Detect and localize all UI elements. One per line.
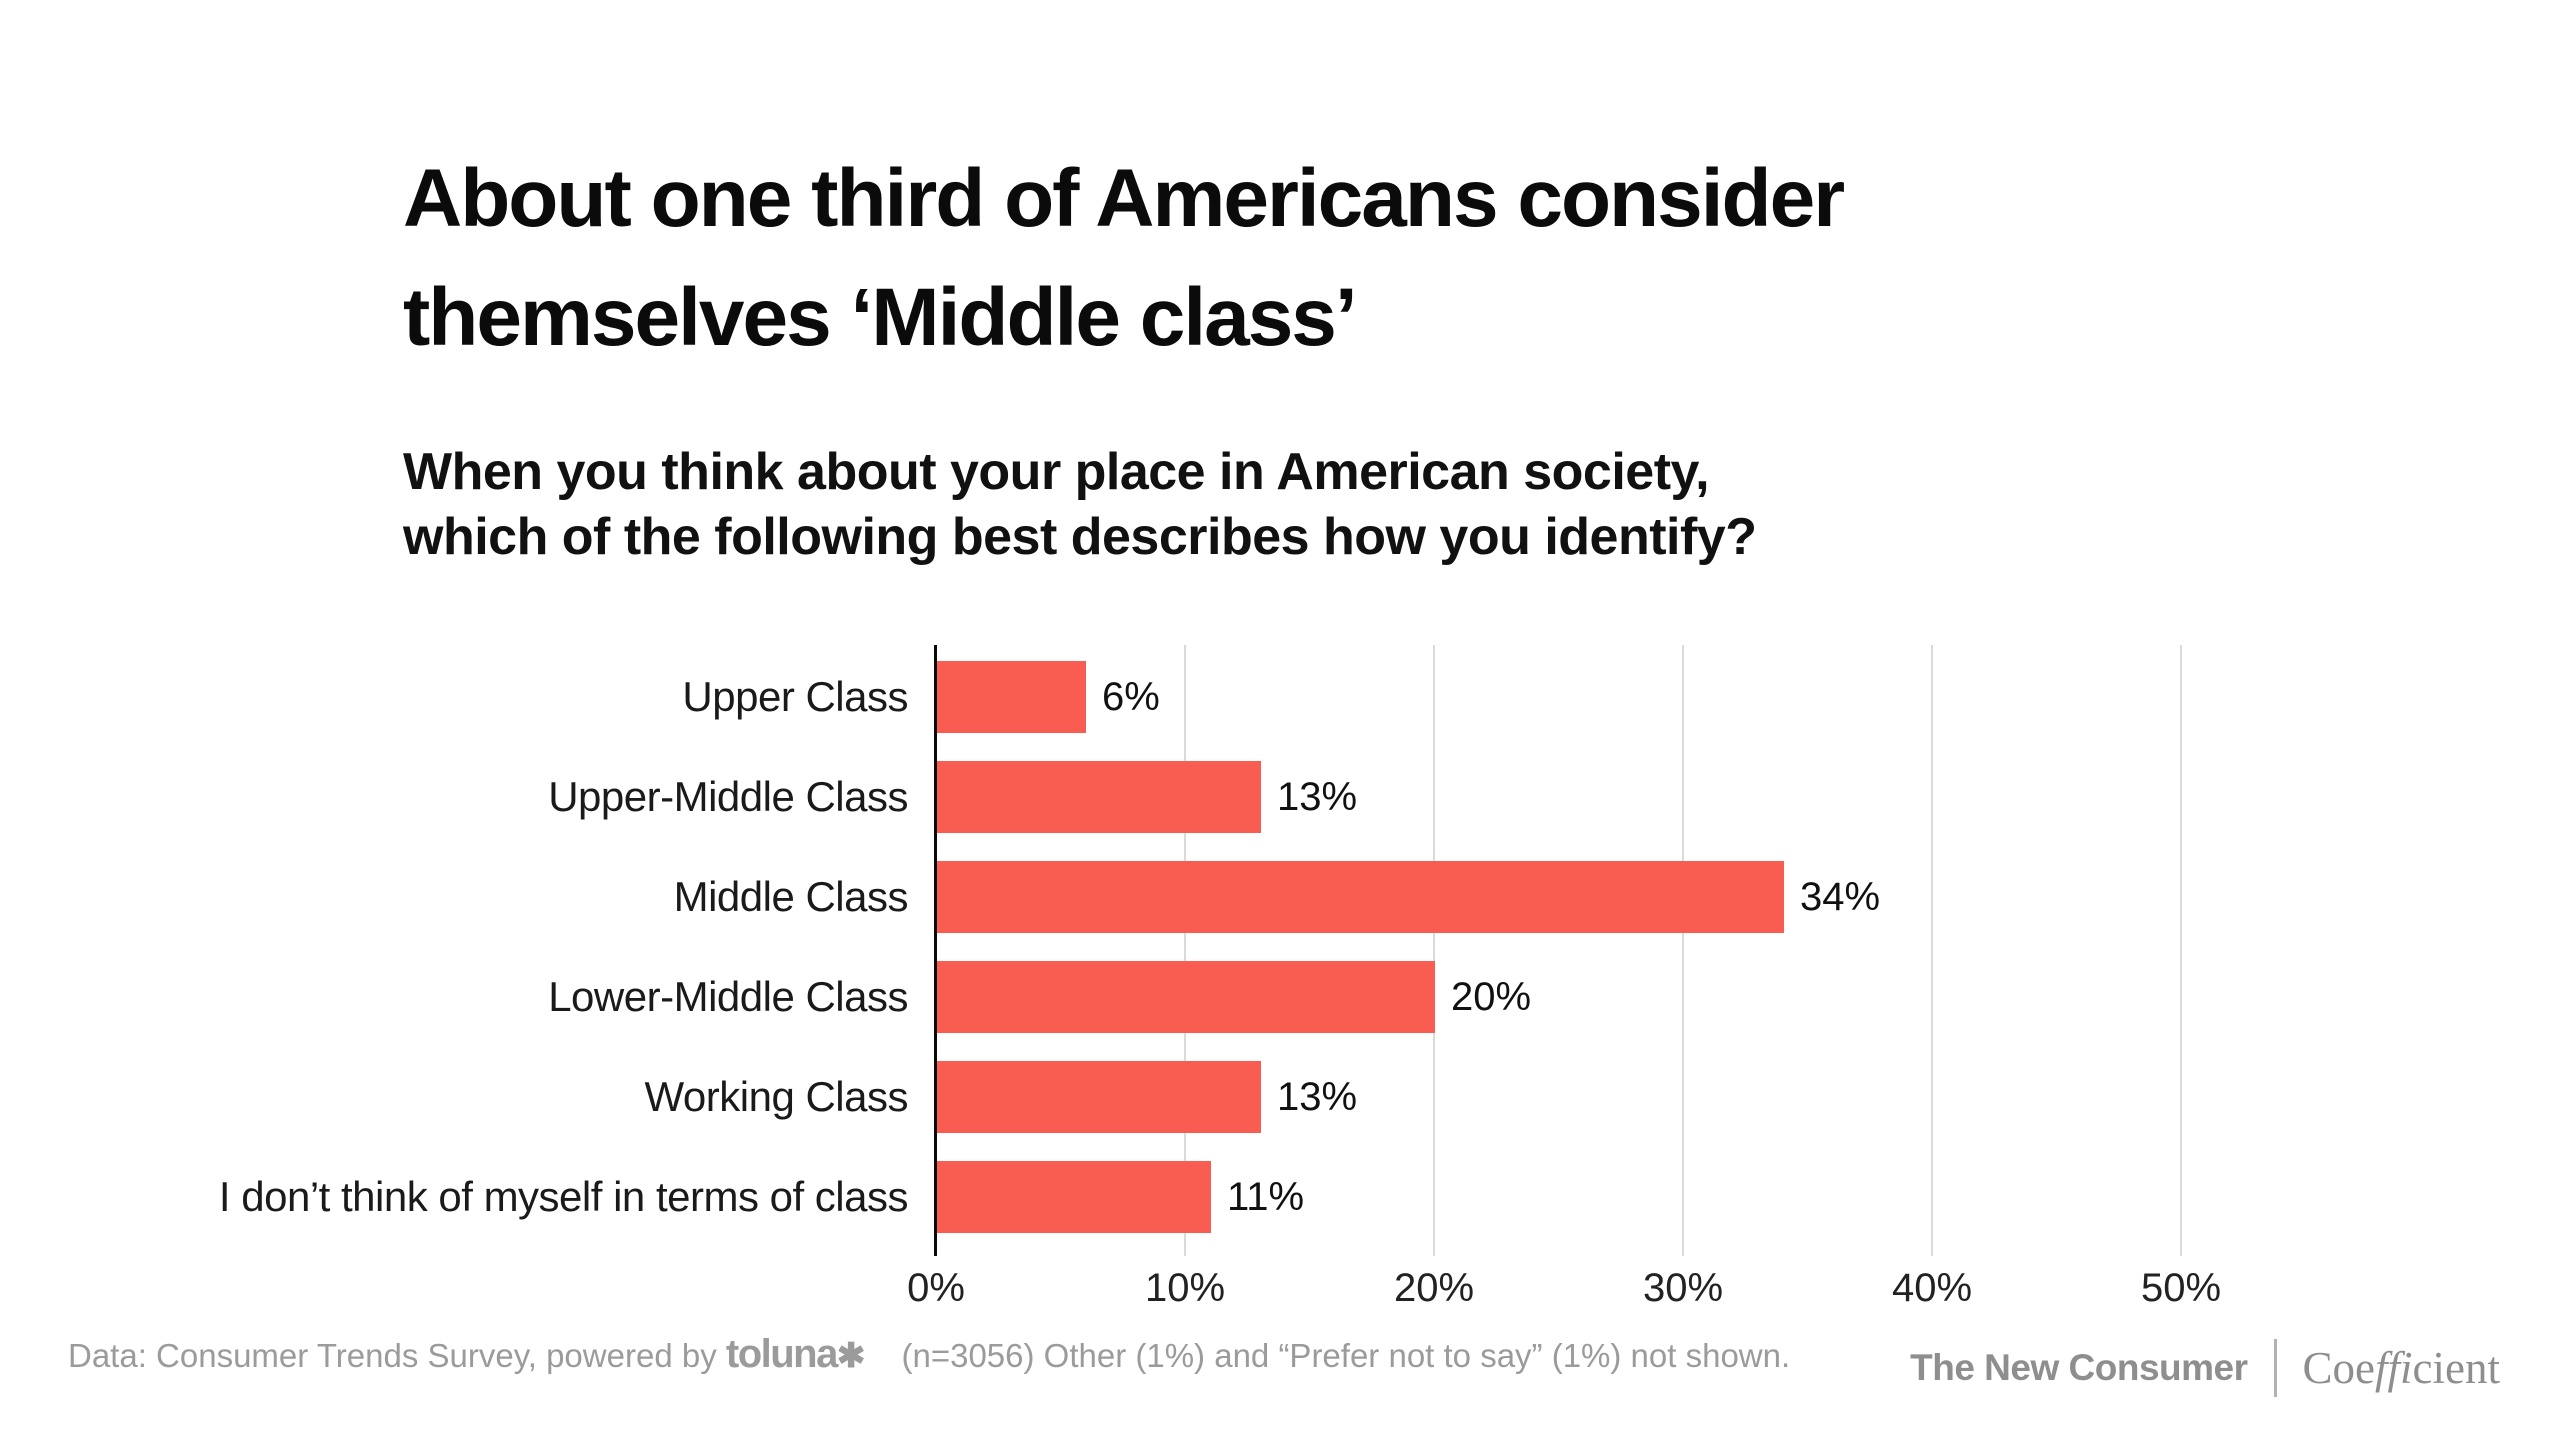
category-label: Middle Class xyxy=(673,873,909,920)
bar xyxy=(937,961,1435,1033)
x-tick-label: 10% xyxy=(1144,1266,1226,1310)
gridline-20 xyxy=(1433,645,1435,1256)
x-tick-label: 50% xyxy=(2140,1266,2222,1310)
gridline-40 xyxy=(1931,645,1933,1256)
the-new-consumer-logo: The New Consumer xyxy=(1910,1347,2248,1388)
gridline-30 xyxy=(1682,645,1684,1256)
bar xyxy=(937,1061,1261,1133)
value-label: 13% xyxy=(1277,775,1358,819)
bar xyxy=(937,661,1086,733)
category-label: Working Class xyxy=(644,1073,909,1120)
coefficient-logo: Coefficient xyxy=(2302,1343,2500,1393)
chart-subtitle-line-1: When you think about your place in Ameri… xyxy=(403,443,1710,501)
bar xyxy=(937,861,1784,933)
category-label: Upper Class xyxy=(682,673,908,720)
value-label: 20% xyxy=(1451,975,1532,1019)
x-tick-label: 0% xyxy=(907,1266,965,1310)
chart-title-line-2: themselves ‘Middle class’ xyxy=(403,272,1358,363)
chart-subtitle-line-2: which of the following best describes ho… xyxy=(403,508,1757,566)
brand-lockup: The New Consumer Coefficient xyxy=(1910,1332,2500,1404)
chart-title: About one third of Americans consider th… xyxy=(403,139,1845,377)
value-label: 11% xyxy=(1227,1175,1305,1219)
source-note-prefix: Data: Consumer Trends Survey, powered by xyxy=(68,1337,717,1374)
x-axis-line xyxy=(934,645,937,1256)
x-tick-label: 40% xyxy=(1891,1266,1973,1310)
chart-title-line-1: About one third of Americans consider xyxy=(403,153,1845,244)
category-label: I don’t think of myself in terms of clas… xyxy=(218,1173,909,1220)
category-label: Upper-Middle Class xyxy=(548,773,908,820)
toluna-asterisk-icon: ✱ xyxy=(836,1337,866,1375)
chart-subtitle: When you think about your place in Ameri… xyxy=(403,440,1757,570)
gridline-50 xyxy=(2180,645,2182,1256)
source-note-suffix: (n=3056) Other (1%) and “Prefer not to s… xyxy=(901,1337,1791,1374)
bar xyxy=(937,761,1261,833)
x-tick-label: 30% xyxy=(1642,1266,1724,1310)
brand-divider xyxy=(2273,1339,2277,1397)
toluna-logo: toluna✱ xyxy=(725,1332,866,1376)
value-label: 13% xyxy=(1277,1075,1358,1119)
gridline-10 xyxy=(1184,645,1186,1256)
category-label: Lower-Middle Class xyxy=(548,973,908,1020)
value-label: 34% xyxy=(1800,875,1881,919)
value-label: 6% xyxy=(1102,675,1160,719)
x-tick-label: 20% xyxy=(1393,1266,1475,1310)
bar xyxy=(937,1161,1211,1233)
source-note: Data: Consumer Trends Survey, powered by… xyxy=(68,1332,1790,1377)
